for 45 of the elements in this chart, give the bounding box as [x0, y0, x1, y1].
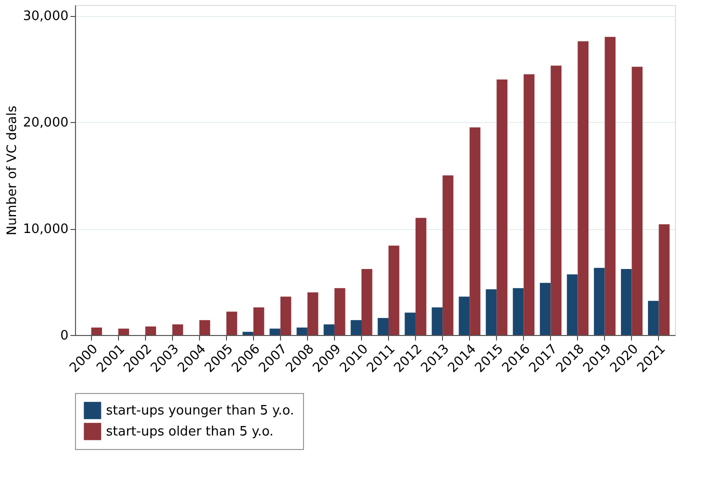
- bar: [550, 66, 562, 335]
- bar: [118, 328, 130, 335]
- bar: [458, 296, 470, 335]
- bar: [253, 307, 264, 335]
- bar: [524, 74, 534, 335]
- legend-label: start-ups older than 5 y.o.: [106, 424, 274, 440]
- bar: [378, 318, 389, 335]
- y-tick-label: 10,000: [23, 222, 68, 238]
- bar: [566, 274, 578, 335]
- bar: [578, 41, 589, 335]
- bar: [307, 292, 318, 335]
- bar: [512, 288, 524, 335]
- y-axis-title: Number of VC deals: [5, 105, 20, 236]
- bar: [496, 80, 508, 335]
- bar: [604, 36, 616, 335]
- bar: [361, 269, 372, 335]
- bar: [594, 268, 605, 335]
- bar: [658, 224, 670, 335]
- bar: [280, 296, 292, 335]
- bar: [416, 218, 426, 335]
- y-tick-label: 20,000: [23, 116, 68, 131]
- bar: [226, 312, 238, 335]
- bar: [324, 324, 334, 335]
- bar: [145, 326, 156, 335]
- bar: [242, 332, 254, 335]
- bar: [404, 312, 416, 335]
- bar: [432, 307, 443, 335]
- y-tick-label: 30,000: [23, 9, 68, 24]
- bar: [172, 324, 184, 335]
- bar: [620, 269, 632, 335]
- y-tick-label: 0: [60, 328, 68, 344]
- bar: [470, 127, 480, 335]
- bar: [270, 328, 280, 335]
- bar: [648, 300, 659, 335]
- bar: [486, 289, 497, 335]
- legend-label: start-ups younger than 5 y.o.: [106, 404, 294, 418]
- bar: [91, 328, 102, 335]
- bar: [388, 246, 400, 335]
- bar: [350, 320, 362, 335]
- bar: [334, 288, 346, 335]
- bar: [540, 282, 551, 335]
- bar: [296, 328, 308, 335]
- bar: [199, 320, 210, 335]
- bar: [632, 66, 643, 335]
- bar: [442, 175, 454, 335]
